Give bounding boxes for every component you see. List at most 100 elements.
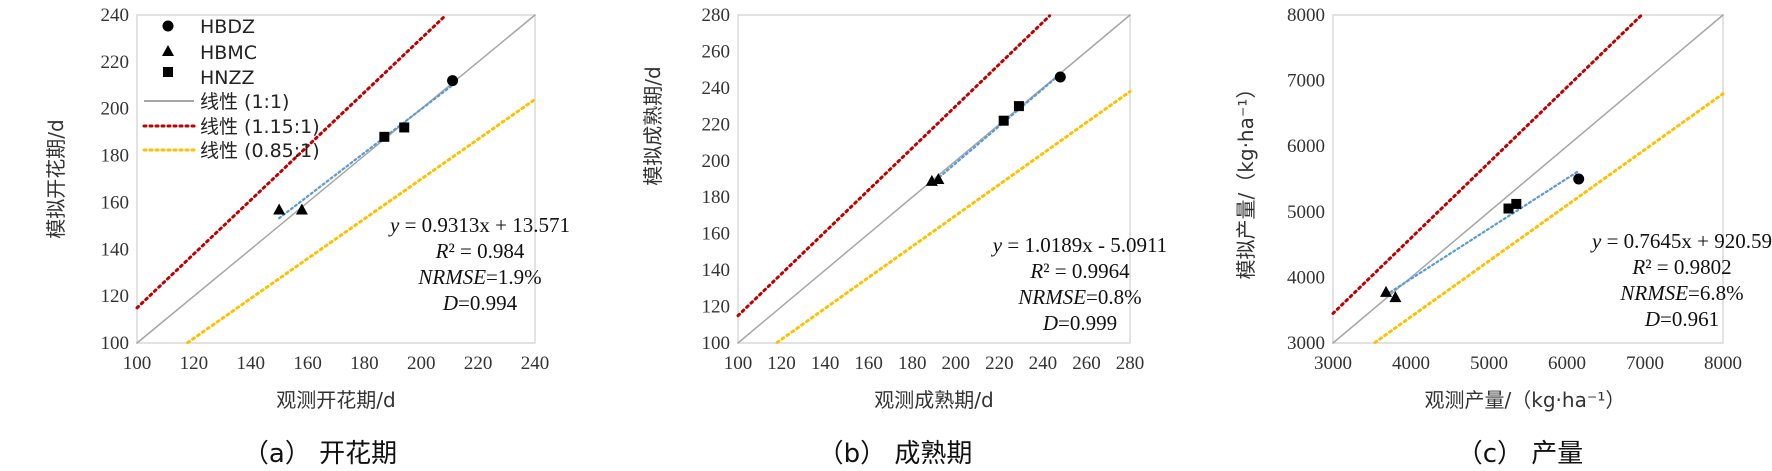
x-tick-label: 8000 [1704,353,1742,374]
x-axis-label-a: 观测开花期/d [276,388,395,412]
x-tick-label: 200 [407,353,436,374]
y-axis-label-a: 模拟开花期/d [44,119,68,238]
annotation-r2: R² = 0.984 [435,239,525,263]
x-tick-label: 7000 [1626,353,1664,374]
data-point-hnzz [998,115,1009,126]
legend-marker-circle [162,20,174,32]
data-point-hbmc [1389,291,1402,303]
y-tick-label: 100 [101,333,130,354]
chart-c: 3000 4000 5000 6000 7000 8000 3000 4000 5000 6000… [1287,5,1772,374]
legend-label-085: 线性 (0.85:1) [200,140,320,162]
data-point-hnzz [1503,203,1514,214]
y-tick-label: 100 [702,333,731,354]
y-tick-label: 240 [101,5,130,26]
legend-label-1to1: 线性 (1:1) [200,91,289,113]
x-tick-label: 160 [293,353,322,374]
x-tick-label: 280 [1116,353,1145,374]
fit-line [930,72,1062,185]
annotation-eq: y = 1.0189x - 5.0911 [991,233,1167,257]
annotation-d: D=0.994 [442,291,518,315]
y-tick-label: 160 [702,224,731,245]
y-tick-label: 200 [101,99,130,120]
x-tick-label: 240 [521,353,550,374]
annotation-nrmse: NRMSE=0.8% [1017,285,1141,309]
y-tick-label: 160 [101,192,130,213]
data-point-hnzz [1511,198,1522,209]
x-tick-label: 3000 [1314,353,1352,374]
y-tick-label: 3000 [1287,333,1325,354]
annotation-nrmse: NRMSE=6.8% [1619,281,1743,305]
y-tick-label: 260 [702,41,731,62]
annotation-r2: R² = 0.9802 [1631,255,1731,279]
y-tick-label: 280 [702,5,731,26]
ref-line-115 [135,14,447,310]
fit-line [278,81,457,220]
plot-area-frame [737,14,1131,344]
data-point-hbmc [1380,285,1393,297]
data-point-hbdz [447,75,459,87]
y-tick-label: 220 [101,52,130,73]
caption-c: （c） 产量 [1457,439,1584,469]
x-tick-label: 120 [767,353,796,374]
y-tick-label: 5000 [1287,202,1325,223]
y-tick-label: 200 [702,151,731,172]
x-tick-label: 200 [942,353,971,374]
x-tick-label: 100 [123,353,152,374]
y-tick-label: 4000 [1287,267,1325,288]
legend-label-115: 线性 (1.15:1) [200,116,320,138]
x-tick-label: 180 [350,353,379,374]
x-tick-label: 140 [236,353,265,374]
legend-label-hbmc: HBMC [200,42,257,64]
data-point-hbmc [295,203,308,215]
x-tick-label: 180 [898,353,927,374]
x-tick-label: 220 [464,353,493,374]
x-tick-label: 120 [180,353,209,374]
caption-a: （a） 开花期 [243,439,397,469]
data-point-hnzz [399,122,410,133]
y-axis-label-b: 模拟成熟期/d [641,66,665,185]
ref-line-085 [775,90,1132,344]
x-tick-label: 6000 [1548,353,1586,374]
legend-label-hbdz: HBDZ [200,16,255,38]
plot-area-frame [136,14,536,344]
x-axis-label-c: 观测产量/（kg·ha⁻¹） [1425,388,1626,412]
x-tick-label: 220 [985,353,1014,374]
data-point-hnzz [1013,101,1024,112]
y-axis-label-c: 模拟产量/（kg·ha⁻¹） [1234,79,1258,280]
annotation-r2: R² = 0.9964 [1029,259,1130,283]
legend-marker-square [163,67,173,77]
y-tick-label: 180 [702,187,731,208]
ref-line-115 [1331,13,1643,315]
annotation-eq: y = 0.7645x + 920.59 [1590,229,1772,253]
y-tick-label: 7000 [1287,71,1325,92]
y-tick-label: 120 [101,286,130,307]
x-tick-label: 5000 [1470,353,1508,374]
ref-line-085 [186,97,537,345]
data-point-hbdz [1054,71,1066,83]
x-tick-label: 4000 [1392,353,1430,374]
legend-label-hnzz: HNZZ [200,67,255,89]
ref-line-085 [1373,92,1725,345]
caption-b: （b） 成熟期 [818,439,973,469]
y-tick-label: 180 [101,146,130,167]
annotation-nrmse: NRMSE=1.9% [417,265,541,289]
y-tick-label: 8000 [1287,5,1325,26]
fit-line [1384,169,1580,296]
y-tick-label: 120 [702,297,731,318]
annotation-eq: y = 0.9313x + 13.571 [388,213,570,237]
data-point-hbdz [1573,173,1585,185]
x-tick-label: 160 [854,353,883,374]
y-tick-label: 140 [101,239,130,260]
y-tick-label: 140 [702,260,731,281]
legend-marker-triangle [162,45,174,56]
y-tick-label: 240 [702,78,731,99]
legend: HBDZ HBMC HNZZ 线性 (1:1) 线性 (1.15:1) 线性 (… [142,16,320,162]
ref-line-1to1 [1332,14,1724,344]
chart-b: 100 120 140 160 180 200 220 240 260 280 100 120 140 1… [702,5,1168,374]
data-point-hbmc [273,203,286,215]
x-tick-label: 100 [724,353,753,374]
y-tick-label: 6000 [1287,136,1325,157]
y-tick-label: 220 [702,114,731,135]
annotation-d: D=0.999 [1042,311,1117,335]
